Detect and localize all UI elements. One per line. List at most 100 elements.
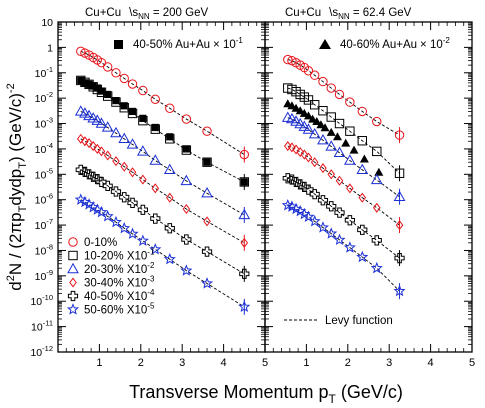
y-tick-label: 10-8 — [35, 242, 53, 257]
data-point — [283, 54, 293, 65]
data-point — [373, 202, 381, 213]
auau-point — [128, 107, 137, 116]
legend-label: 50-60% X10-5 — [84, 302, 155, 317]
auau-62-label: 40-60% Au+Au × 10-2 — [340, 36, 450, 51]
legend-label: 30-40% X10-3 — [84, 275, 155, 290]
data-point — [309, 70, 320, 80]
y-tick-label: 10-10 — [30, 293, 53, 308]
x-tick-label: 1 — [96, 357, 102, 369]
panel-cucu-62: 1 2 3 4 5 5 — [262, 22, 475, 369]
data-point — [356, 250, 369, 263]
data-point — [202, 157, 212, 167]
data-point — [393, 190, 406, 201]
auau-point — [332, 132, 342, 141]
data-point — [319, 163, 327, 174]
auau-point — [349, 145, 359, 154]
data-point — [202, 126, 212, 136]
data-point — [283, 140, 292, 152]
auau-point — [182, 145, 190, 153]
data-points — [74, 46, 251, 315]
auau-point — [374, 167, 384, 176]
left-panel-title: Cu+Cu \sNN = 200 GeV — [85, 7, 208, 21]
data-point — [127, 197, 138, 208]
auau-point — [326, 127, 336, 136]
data-point — [103, 150, 112, 161]
data-point — [110, 186, 122, 197]
data-point — [310, 157, 319, 168]
y-tick-label: 10-3 — [35, 116, 53, 131]
data-point — [333, 233, 346, 246]
data-point — [96, 57, 107, 68]
data-point — [111, 68, 121, 78]
legend-label: 0-10% — [84, 237, 117, 249]
right-panel-title: Cu+Cu \sNN = 62.4 GeV — [285, 7, 412, 21]
legend-marker — [68, 250, 78, 261]
x-tick-label: 5 — [469, 357, 475, 369]
legend-fit-label: Levy function — [325, 315, 393, 327]
data-point — [150, 94, 160, 105]
auau-200-label: 40-50% Au+Au × 10-1 — [133, 36, 243, 51]
data-point — [127, 79, 138, 89]
data-point — [102, 91, 113, 101]
data-point — [102, 180, 113, 191]
data-point — [238, 208, 251, 220]
y-tick-label: 10-1 — [35, 65, 53, 80]
y-tick-label: 10-11 — [31, 319, 53, 334]
data-point — [358, 192, 367, 203]
auau-overlay-points — [283, 99, 384, 176]
data-point — [316, 221, 329, 233]
data-point — [370, 173, 383, 185]
panel-cucu-200: 1 2 3 4 — [65, 22, 266, 369]
data-point — [327, 169, 336, 180]
data-point — [164, 223, 175, 234]
y-tick-label: 10-12 — [30, 344, 53, 359]
data-point — [343, 241, 356, 253]
data-point — [180, 264, 193, 276]
auau-point — [295, 106, 305, 115]
data-point — [165, 134, 175, 144]
data-point — [240, 237, 249, 248]
y-tick-label: 10-6 — [35, 192, 53, 207]
data-point — [292, 144, 300, 155]
data-point — [85, 138, 93, 149]
data-point — [102, 62, 113, 72]
data-point — [281, 111, 294, 122]
legend-marker — [69, 277, 77, 288]
data-point — [201, 246, 213, 257]
data-point — [325, 140, 338, 151]
data-point — [300, 149, 309, 160]
data-points — [281, 54, 406, 300]
data-point — [326, 201, 337, 212]
auau-point — [166, 133, 174, 141]
legend: 0-10%10-20% X10-120-30% X10-230-40% X10-… — [66, 237, 155, 317]
data-point — [182, 203, 191, 215]
auau-point — [139, 114, 147, 122]
levy-fit-line — [80, 50, 245, 155]
data-point — [308, 127, 321, 139]
levy-fit-line — [80, 169, 245, 275]
auau-point — [112, 97, 120, 105]
data-point — [95, 117, 108, 128]
data-point — [151, 183, 160, 194]
data-point — [394, 253, 405, 264]
data-point — [346, 183, 354, 194]
data-point — [138, 115, 148, 126]
data-point — [126, 138, 139, 149]
data-point — [165, 103, 175, 113]
data-point — [111, 97, 121, 107]
data-point — [150, 213, 161, 224]
right-panel-frame — [264, 21, 473, 353]
legend-marker — [66, 303, 80, 315]
data-point — [304, 152, 313, 163]
data-point — [239, 149, 250, 160]
y-tick-label: 10 — [41, 17, 53, 29]
auau-point — [104, 90, 112, 99]
auau-point — [203, 158, 211, 166]
y-tick-label: 10-5 — [35, 166, 53, 181]
auau-point — [151, 123, 159, 132]
data-point — [302, 123, 315, 134]
levy-fit-line — [287, 59, 400, 136]
levy-fit-line — [287, 145, 400, 226]
y-axis: 10 1 10-1 10-2 10-3 10-4 10-5 10-6 10-7 10-8 10-9 1… — [30, 17, 472, 359]
y-tick-label: 10-9 — [35, 268, 53, 283]
